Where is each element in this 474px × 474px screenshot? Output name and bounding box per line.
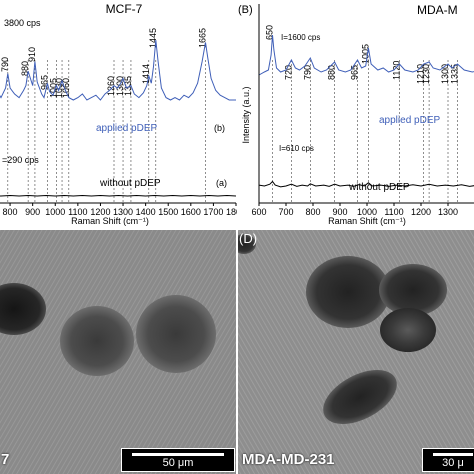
scale-bar: 50 μm [121, 448, 235, 472]
peak-label: 1120 [391, 61, 401, 80]
x-tick-label: 1500 [158, 207, 178, 217]
cell-shape [60, 306, 134, 376]
series-label-applied: applied pDEP [96, 123, 157, 134]
panel-letter-d: (D) [239, 231, 258, 246]
series-line [0, 39, 236, 101]
peak-label: 880 [327, 65, 337, 80]
peak-label: 880 [20, 61, 30, 76]
cell-shape [323, 369, 397, 425]
peak-label: 910 [27, 47, 37, 62]
series-line [258, 34, 474, 76]
y-axis-label: Intensity (a.u.) [241, 86, 251, 143]
intensity-label-top: I=1600 cps [281, 33, 320, 42]
scale-bar-line [433, 453, 473, 456]
x-tick-label: 1100 [68, 207, 87, 217]
cell-line-label: 7 [1, 451, 10, 468]
chart-title: MCF-7 [106, 2, 143, 16]
chart-background [0, 0, 237, 228]
scale-bar: 30 μ [422, 448, 474, 472]
peak-label: 965 [350, 65, 360, 80]
x-tick-label: 1000 [357, 207, 377, 217]
x-tick-label: 700 [278, 207, 293, 217]
intensity-label-bottom: =290 cps [2, 155, 39, 165]
series-line [258, 180, 474, 188]
peak-label: 1260 [106, 76, 116, 96]
x-tick-label: 1000 [45, 207, 65, 217]
series-line [0, 194, 237, 197]
mda-raman-panel: 6507207908809651005112012101230130013351… [237, 0, 474, 228]
chart-background [237, 0, 474, 228]
series-label-applied: applied pDEP [379, 115, 440, 126]
micrograph-image [238, 230, 474, 474]
x-tick-label: 1600 [181, 207, 201, 217]
peak-label: 965 [39, 75, 49, 90]
peak-label: 1335 [449, 64, 459, 84]
x-tick-label: 1200 [411, 207, 431, 217]
cell-shape [306, 256, 390, 328]
peak-label: 1005 [48, 78, 58, 98]
peak-label: 1210 [416, 64, 426, 84]
x-tick-label: 1700 [203, 207, 223, 217]
x-tick-label: 800 [3, 207, 18, 217]
mcf7-micrograph: 7 50 μm [0, 230, 236, 474]
x-tick-label: 900 [25, 207, 40, 217]
x-tick-label: 1300 [113, 207, 133, 217]
x-tick-label: 1800 [226, 207, 237, 217]
cell-shape [0, 283, 46, 335]
peak-label: 1230 [421, 64, 431, 84]
peak-label: 1005 [360, 44, 370, 64]
cell-shape [136, 295, 216, 373]
x-tick-label: 600 [251, 207, 266, 217]
trace-label-b: (b) [214, 123, 225, 133]
series-label-without: without pDEP [99, 178, 161, 189]
trace-label-a: (a) [216, 178, 227, 188]
x-tick-label: 1400 [136, 207, 156, 217]
peak-label: 1414 [141, 64, 151, 84]
peak-label: 1445 [148, 28, 158, 48]
x-tick-label: 1200 [90, 207, 110, 217]
peak-label: 1665 [198, 28, 208, 48]
cell-shape [379, 264, 447, 316]
x-axis-label: Raman Shift (cm⁻¹) [328, 216, 406, 226]
x-tick-label: 900 [332, 207, 347, 217]
panel-letter-b: (B) [238, 4, 253, 16]
peak-label: 720 [283, 65, 293, 80]
x-axis-label: Raman Shift (cm⁻¹) [71, 216, 149, 226]
micrograph-image [0, 230, 236, 474]
cell-line-label: MDA-MD-231 [242, 451, 335, 468]
peak-label: 790 [302, 65, 312, 80]
cell-shape [380, 308, 436, 352]
peak-label: 1335 [123, 76, 133, 96]
x-tick-label: 1300 [438, 207, 458, 217]
scale-bar-line [132, 453, 224, 456]
series-label-without: without pDEP [348, 182, 410, 193]
intensity-label-top: 3800 cps [4, 18, 41, 28]
scale-bar-label: 30 μ [442, 457, 464, 469]
x-tick-label: 800 [305, 207, 320, 217]
mcf7-raman-panel: 790 880 910 965 1005 1030 1060 1260 1300 1335 1414… [0, 0, 237, 228]
scale-bar-label: 50 μm [162, 457, 194, 469]
mda-raman-chart: 6507207908809651005112012101230130013351… [237, 0, 474, 228]
mda-micrograph: (D) MDA-MD-231 30 μ [238, 230, 474, 474]
peak-label: 1300 [115, 76, 125, 96]
intensity-label-bottom: I=610 cps [279, 144, 314, 153]
peak-label: 1300 [440, 64, 450, 84]
peak-label: 790 [0, 57, 10, 72]
peak-label: 650 [265, 25, 275, 40]
cell-shape [238, 234, 256, 254]
x-tick-label: 1100 [384, 207, 403, 217]
peak-label: 1060 [61, 78, 71, 98]
chart-title: MDA-M [417, 3, 458, 17]
